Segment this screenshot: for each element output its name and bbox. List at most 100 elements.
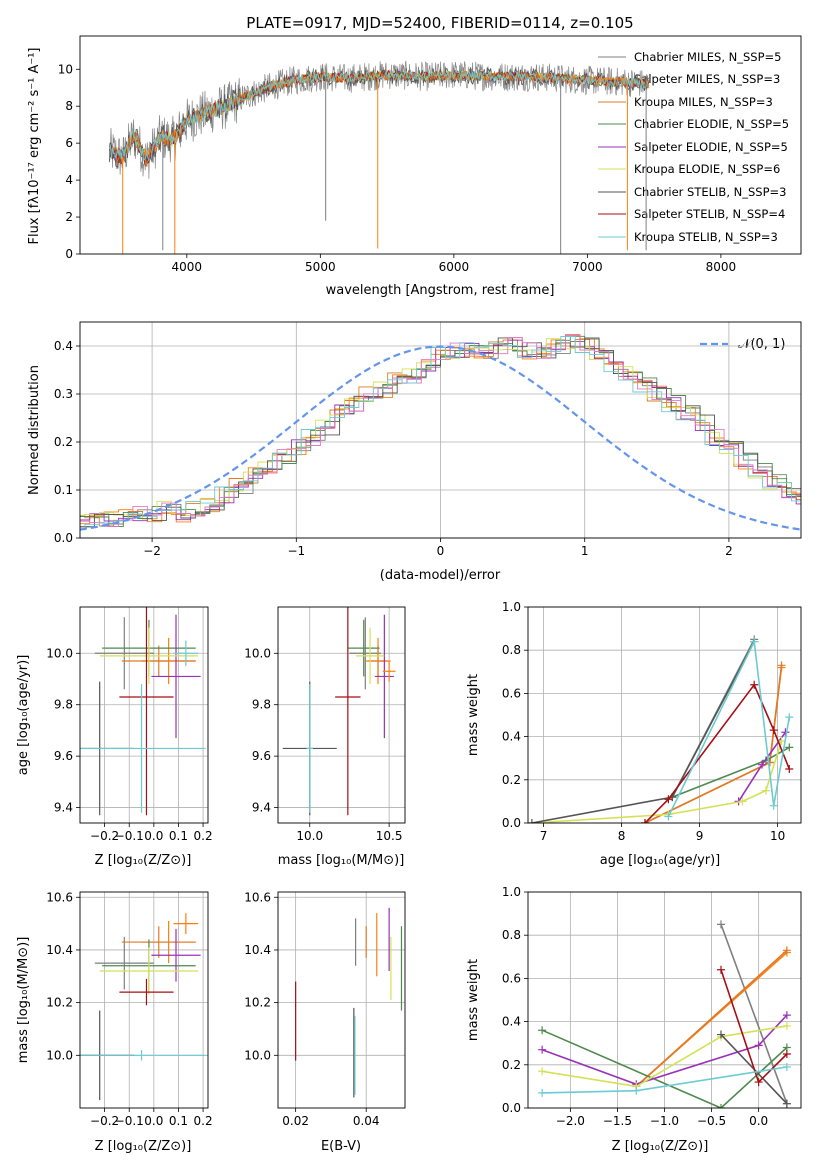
x-tick-label: −1.0 [650, 1114, 679, 1128]
weight-point-marker [716, 965, 725, 974]
y-tick-label: 0.2 [502, 1058, 521, 1072]
age-vs-Z-axes: −0.2−0.1 0.0 0.1 0.2 9.4 9.6 9.8 10.0 [46, 607, 213, 843]
age-Z-ylabel: age [log₁₀(age/yr)] [16, 655, 31, 776]
y-tick-label: 0.4 [502, 1015, 521, 1029]
age-vs-mass-frame [277, 606, 406, 824]
x-tick-label: 8000 [706, 260, 737, 274]
spectrum-marks [108, 60, 650, 254]
weight-series-line [531, 641, 755, 823]
residuals-ylabel: Normed distribution [27, 365, 42, 495]
x-tick-label: 10 [770, 829, 785, 843]
y-tick-label: 4 [65, 173, 73, 187]
residuals-axes: −2 −1 0 1 2 0.0 0.1 0.2 0.3 0.4 [54, 322, 801, 558]
y-tick-label: 10.0 [244, 1048, 271, 1062]
weight-Z-ylabel: mass weight [466, 959, 481, 1041]
x-tick-label: 1 [581, 544, 589, 558]
weight-point-marker [785, 713, 794, 722]
weight-Z-xlabel: Z [log₁₀(Z/Z⊙)] [612, 1139, 709, 1154]
y-tick-label: 0.0 [502, 1101, 521, 1115]
y-tick-label: 0.8 [502, 928, 521, 942]
weight-point-marker [664, 812, 673, 821]
y-tick-label: 0.3 [54, 387, 73, 401]
legend-label: Chabrier MILES, N_SSP=5 [634, 50, 781, 64]
weight-vs-Z-axes: −2.0 −1.5 −1.0 −0.5 0.0 0.0 0.2 0.4 0.6 0.8 1.0 [502, 885, 801, 1128]
y-tick-label: 9.4 [54, 801, 73, 815]
y-tick-label: 9.6 [54, 749, 73, 763]
x-tick-label: 7000 [572, 260, 603, 274]
age-vs-mass-axes: 10.0 10.5 9.4 9.6 9.8 10.0 [244, 607, 405, 843]
weight-vs-Z-frame [527, 891, 802, 1109]
spectrum-frame [79, 35, 802, 255]
x-tick-label: 0.2 [194, 829, 213, 843]
weight-point-marker [641, 819, 649, 823]
y-tick-label: 0.1 [54, 483, 73, 497]
weight-point-marker [738, 797, 747, 806]
weight-point-marker [769, 801, 778, 810]
y-tick-label: 10.6 [46, 890, 73, 904]
y-tick-label: 0.2 [54, 435, 73, 449]
x-tick-label: 4000 [172, 260, 203, 274]
weight-point-marker [716, 1030, 725, 1039]
weight-point-marker [750, 637, 759, 646]
x-tick-label: −0.1 [115, 1114, 144, 1128]
weight-point-marker [632, 1086, 641, 1095]
age-Z-xlabel: Z [log₁₀(Z/Z⊙)] [95, 853, 192, 868]
y-tick-label: 9.8 [54, 698, 73, 712]
x-tick-label: 8 [618, 829, 626, 843]
legend-label: Salpeter MILES, N_SSP=3 [634, 72, 780, 86]
y-tick-label: 2 [65, 210, 73, 224]
x-tick-label: 6000 [439, 260, 470, 274]
spectrum-series-line [108, 70, 649, 162]
residual-histogram-step [80, 334, 801, 527]
y-tick-label: 8 [65, 99, 73, 113]
mass-Z-ylabel: mass [log₁₀(M/M⊙)] [16, 937, 31, 1064]
x-tick-label: 0 [437, 544, 445, 558]
weight-point-marker [761, 786, 770, 795]
weight-point-marker [716, 920, 725, 929]
age-vs-mass-marks [282, 607, 396, 816]
y-tick-label: 1.0 [502, 600, 521, 614]
weight-series-line [667, 638, 791, 817]
weight-series-line [541, 1029, 788, 1108]
y-tick-label: 0.0 [502, 816, 521, 830]
x-tick-label: −2 [143, 544, 161, 558]
x-tick-label: 0.2 [194, 1114, 213, 1128]
residuals-frame [79, 321, 802, 539]
x-tick-label: −1.5 [603, 1114, 632, 1128]
weight-point-marker [782, 1062, 791, 1071]
weight-series-line [635, 949, 788, 1087]
weight-point-marker [785, 765, 794, 773]
x-tick-label: 0.0 [144, 829, 163, 843]
mass-vs-ebv-frame [277, 891, 406, 1109]
x-tick-label: −2.0 [556, 1114, 585, 1128]
y-tick-label: 0.8 [502, 643, 521, 657]
y-tick-label: 10.4 [46, 943, 73, 957]
y-tick-label: 10.0 [244, 646, 271, 660]
y-tick-label: 0 [65, 247, 73, 261]
residuals-marks [80, 334, 801, 531]
x-tick-label: 0.0 [144, 1114, 163, 1128]
normal-distribution-curve [80, 345, 801, 531]
legend-label: Kroupa STELIB, N_SSP=3 [634, 230, 778, 244]
weight-point-marker [782, 1099, 791, 1108]
y-tick-label: 0.4 [502, 730, 521, 744]
x-tick-label: 9 [696, 829, 704, 843]
weight-point-marker [750, 680, 759, 689]
weight-point-marker [769, 726, 778, 735]
weight-vs-age-marks [528, 635, 794, 823]
weight-point-marker [528, 819, 536, 823]
y-tick-label: 10.0 [46, 646, 73, 660]
weight-point-marker [754, 1041, 763, 1050]
plot-layer: 4000 5000 6000 7000 8000 0 2 4 6 8 10 −2 −1 0 1 2 0.0 0.1… [46, 35, 802, 1128]
x-tick-label: 0.0 [749, 1114, 768, 1128]
residual-histogram-step [80, 336, 801, 531]
weight-vs-age-axes: 7 8 9 10 0.0 0.2 0.4 0.6 0.8 1.0 [502, 600, 801, 843]
x-tick-label: 5000 [305, 260, 336, 274]
weight-point-marker [538, 1088, 547, 1097]
residual-histogram-step [80, 337, 801, 528]
age-mass-xlabel: mass [log₁₀(M/M⊙)] [278, 853, 405, 868]
weight-point-marker [538, 1026, 547, 1035]
x-tick-label: −1 [287, 544, 305, 558]
mass-vs-Z-marks [80, 913, 206, 1101]
